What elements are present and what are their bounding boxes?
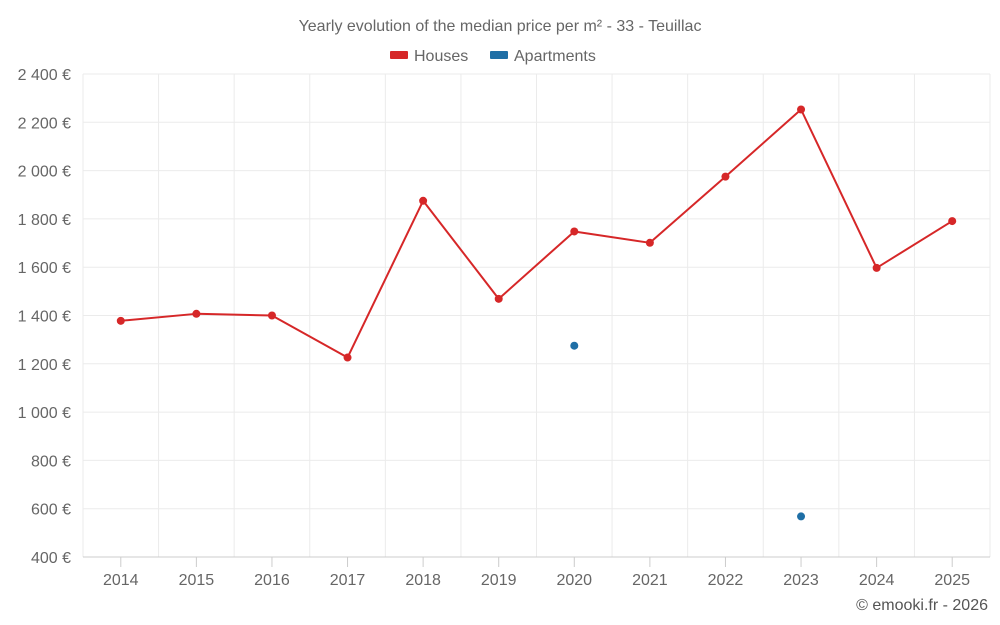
houses-point: [267, 311, 276, 320]
y-axis-labels: 400 € 600 € 800 € 1 000 € 1 200 € 1 400 € 1 60…: [18, 67, 71, 567]
y-tick-label: 400 €: [31, 550, 71, 567]
houses-point: [116, 316, 125, 325]
x-tick-label: 2023: [783, 572, 819, 589]
x-tick-label: 2024: [859, 572, 895, 589]
x-tick-label: 2019: [481, 572, 517, 589]
houses-legend-label: Houses: [414, 48, 468, 65]
houses-point: [645, 238, 654, 247]
x-tick-label: 2015: [179, 572, 215, 589]
x-tick-label: 2018: [405, 572, 441, 589]
x-tick-label: 2025: [934, 572, 970, 589]
legend: Houses Apartments: [390, 48, 596, 65]
x-axis-labels: 2014 2015 2016 2017 2018 2019 2020 2021 2022 2023…: [103, 572, 970, 589]
chart-title: Yearly evolution of the median price per…: [299, 18, 702, 35]
x-tick-label: 2020: [556, 572, 592, 589]
x-tick-label: 2022: [708, 572, 744, 589]
y-tick-label: 2 000 €: [18, 164, 71, 181]
x-tick-label: 2014: [103, 572, 139, 589]
houses-point: [494, 294, 503, 303]
houses-series-line: [120, 108, 953, 359]
y-tick-label: 600 €: [31, 502, 71, 519]
houses-legend-swatch: [390, 51, 408, 59]
y-tick-label: 1 200 €: [18, 357, 71, 374]
houses-point: [721, 172, 730, 181]
houses-point: [419, 196, 428, 205]
credit-text: © emooki.fr - 2026: [856, 597, 988, 614]
houses-point: [570, 227, 579, 236]
y-tick-label: 2 200 €: [18, 115, 71, 132]
houses-point: [948, 217, 957, 226]
series-layer: [116, 105, 957, 521]
x-tick-label: 2021: [632, 572, 668, 589]
y-tick-label: 1 800 €: [18, 212, 71, 229]
y-tick-label: 1 000 €: [18, 405, 71, 422]
houses-point: [872, 263, 881, 272]
apartments-legend-swatch: [490, 51, 508, 59]
y-tick-label: 800 €: [31, 453, 71, 470]
axes: [83, 556, 990, 567]
houses-point: [343, 353, 352, 362]
y-tick-label: 1 400 €: [18, 309, 71, 326]
y-tick-label: 1 600 €: [18, 260, 71, 277]
x-tick-label: 2017: [330, 572, 366, 589]
houses-point: [797, 105, 806, 114]
houses-point: [192, 309, 201, 318]
y-tick-label: 2 400 €: [18, 67, 71, 84]
apartments-point: [797, 512, 806, 521]
x-tick-label: 2016: [254, 572, 290, 589]
apartments-legend-label: Apartments: [514, 48, 596, 65]
apartments-point: [570, 341, 579, 350]
